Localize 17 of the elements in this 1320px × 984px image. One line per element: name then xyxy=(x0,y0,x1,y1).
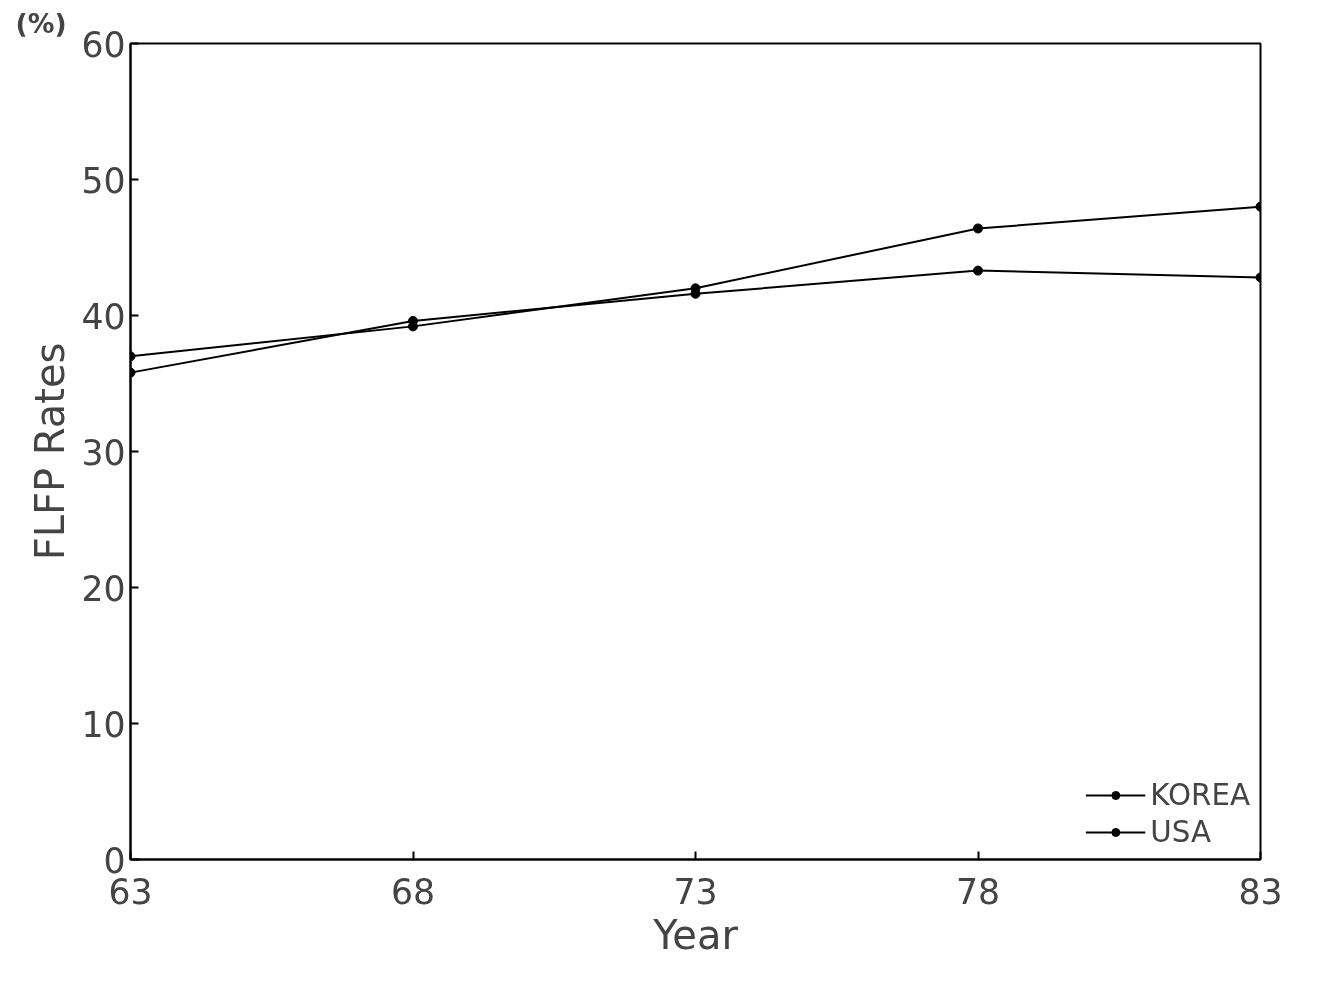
point xyxy=(973,265,983,276)
y-tick-label: 40 xyxy=(81,296,126,337)
legend-label: KOREA xyxy=(1150,778,1250,812)
y-tick-label: 30 xyxy=(81,432,126,473)
x-tick-label: 68 xyxy=(390,871,436,912)
legend-label: USA xyxy=(1150,815,1212,849)
y-tick-label: 60 xyxy=(81,24,126,65)
point xyxy=(973,223,983,234)
y-tick-label: 20 xyxy=(81,568,126,609)
y-axis-title: FLFP Rates xyxy=(27,342,74,561)
x-axis-title: Year xyxy=(652,911,739,958)
y-tick-label: 50 xyxy=(81,160,126,201)
text: (%) xyxy=(15,7,67,39)
x-tick-label: 78 xyxy=(955,871,1001,912)
x-tick-label: 83 xyxy=(1238,871,1283,912)
x-tick-label: 73 xyxy=(673,871,718,912)
y-tick-label: 10 xyxy=(81,704,126,745)
